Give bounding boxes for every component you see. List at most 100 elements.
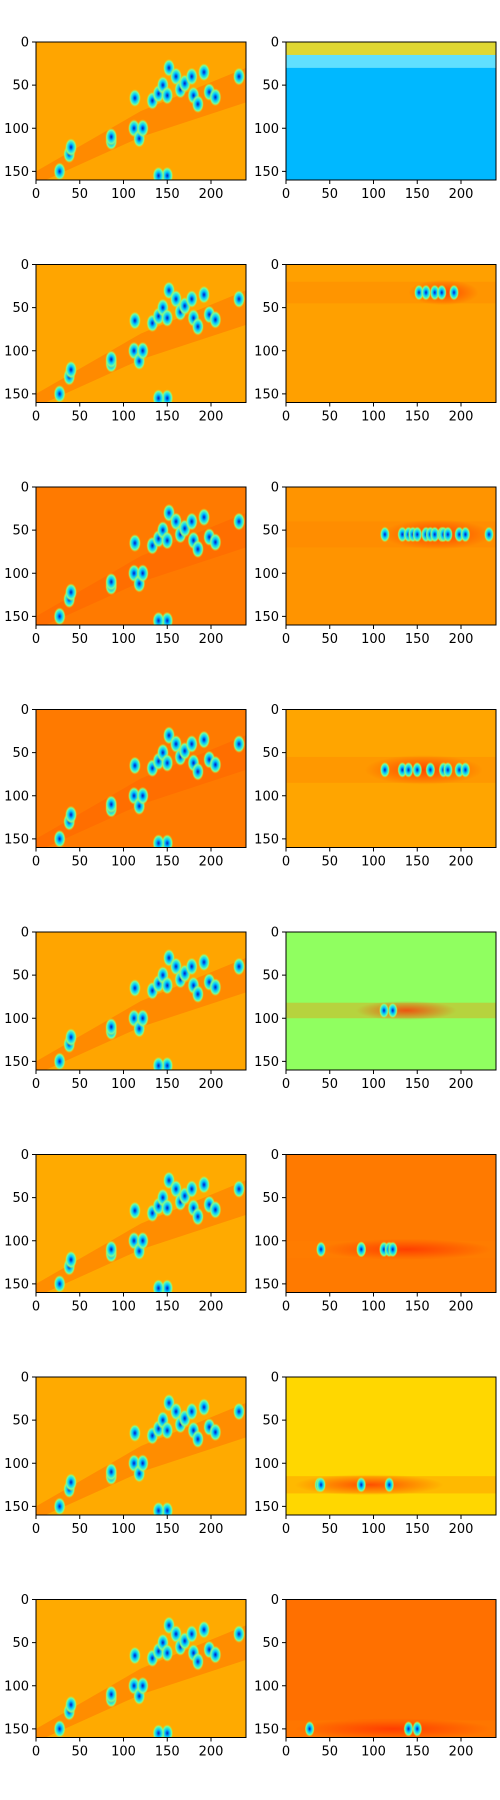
heatmap-blob xyxy=(137,1009,149,1027)
x-tick-label: 200 xyxy=(199,410,224,425)
x-tick-label: 100 xyxy=(111,1300,136,1315)
heatmap-panel-3-left: 0 50 100 150 200050100150 xyxy=(4,481,246,648)
heatmap-blob xyxy=(54,1497,66,1515)
heatmap-blob xyxy=(209,978,221,996)
heatmap-blob xyxy=(54,1052,66,1070)
x-tick-label: 200 xyxy=(199,1745,224,1760)
x-tick-label: 0 xyxy=(282,632,290,647)
x-tick-label: 200 xyxy=(449,187,474,202)
heatmap-blob xyxy=(209,1201,221,1219)
y-tick-label: 150 xyxy=(4,1055,29,1070)
x-tick-label: 50 xyxy=(321,187,338,202)
heatmap-blob xyxy=(161,309,173,327)
x-tick-label: 200 xyxy=(199,855,224,870)
x-tick-label: 50 xyxy=(321,1300,338,1315)
heatmap-blob xyxy=(460,762,470,778)
heatmap-blob xyxy=(186,1403,198,1421)
y-tick-label: 50 xyxy=(262,746,279,761)
x-tick-label: 200 xyxy=(199,1522,224,1537)
heatmap-blob xyxy=(384,1477,394,1493)
heatmap-blob xyxy=(153,1502,165,1520)
heatmap-blob xyxy=(388,1241,398,1257)
heatmap-background xyxy=(286,932,496,1070)
y-tick-label: 150 xyxy=(254,1055,279,1070)
y-tick-label: 150 xyxy=(254,387,279,402)
heatmap-blob xyxy=(65,1473,77,1491)
heatmap-blob xyxy=(412,526,422,542)
x-tick-label: 50 xyxy=(321,1077,338,1092)
x-tick-label: 50 xyxy=(71,1077,88,1092)
y-tick-label: 100 xyxy=(254,1234,279,1249)
y-tick-label: 150 xyxy=(4,832,29,847)
heatmap-blob xyxy=(161,1199,173,1217)
heatmap-blob xyxy=(129,89,141,107)
y-tick-label: 150 xyxy=(254,165,279,180)
heatmap-blob xyxy=(65,583,77,601)
x-tick-label: 100 xyxy=(361,410,386,425)
y-tick-label: 100 xyxy=(254,1012,279,1027)
heatmap-blob xyxy=(186,1625,198,1643)
y-tick-label: 50 xyxy=(262,1191,279,1206)
heatmap-blob xyxy=(198,1398,210,1416)
heatmap-blob xyxy=(198,731,210,749)
heatmap-blob xyxy=(192,763,204,781)
heatmap-blob xyxy=(153,389,165,407)
y-tick-label: 0 xyxy=(21,258,29,273)
y-tick-label: 50 xyxy=(262,1636,279,1651)
heatmap-blob xyxy=(65,1028,77,1046)
x-tick-label: 50 xyxy=(71,855,88,870)
heatmap-blob xyxy=(137,342,149,360)
y-tick-label: 50 xyxy=(262,1414,279,1429)
x-tick-label: 50 xyxy=(321,410,338,425)
heatmap-blob xyxy=(192,540,204,558)
heatmap-blob xyxy=(192,318,204,336)
x-tick-label: 150 xyxy=(155,410,180,425)
heatmap-blob xyxy=(54,1720,66,1738)
y-tick-label: 0 xyxy=(271,926,279,941)
heatmap-blob xyxy=(54,607,66,625)
x-tick-label: 50 xyxy=(71,632,88,647)
heatmap-blob xyxy=(153,834,165,852)
heatmap-panel-3-right: 0 50 100 150 200 0 50 100 150 xyxy=(254,481,496,648)
heatmap-blob xyxy=(421,285,431,301)
x-tick-label: 200 xyxy=(449,1077,474,1092)
x-tick-label: 100 xyxy=(111,855,136,870)
x-tick-label: 150 xyxy=(405,1300,430,1315)
heatmap-blob xyxy=(404,762,414,778)
x-tick-label: 50 xyxy=(71,410,88,425)
heatmap-blob xyxy=(105,128,117,146)
x-tick-label: 50 xyxy=(321,1522,338,1537)
heatmap-blob xyxy=(192,1653,204,1671)
y-tick-label: 100 xyxy=(254,1679,279,1694)
y-tick-label: 100 xyxy=(254,789,279,804)
y-tick-label: 100 xyxy=(4,1234,29,1249)
heatmap-blob xyxy=(65,1696,77,1714)
heatmap-blob xyxy=(54,830,66,848)
heatmap-blob xyxy=(161,976,173,994)
x-tick-label: 0 xyxy=(282,1077,290,1092)
x-tick-label: 100 xyxy=(361,855,386,870)
x-tick-label: 200 xyxy=(449,1300,474,1315)
heatmap-blob xyxy=(198,286,210,304)
y-tick-label: 0 xyxy=(21,1593,29,1608)
heatmap-blob xyxy=(198,953,210,971)
x-tick-label: 0 xyxy=(282,410,290,425)
heatmap-blob xyxy=(425,762,435,778)
heatmap-panel-4-left: 0 50 100 150 200050100150 xyxy=(4,703,246,870)
y-tick-label: 0 xyxy=(21,926,29,941)
heatmap-blob xyxy=(105,350,117,368)
y-tick-label: 50 xyxy=(12,79,29,94)
heatmap-blob xyxy=(233,1625,245,1643)
y-tick-label: 150 xyxy=(254,1722,279,1737)
x-tick-label: 200 xyxy=(449,410,474,425)
heatmap-blob xyxy=(198,63,210,81)
heatmap-panel-5-left: 0 50 100 150 200050100150 xyxy=(4,926,246,1093)
heatmap-blob xyxy=(305,1721,315,1737)
x-tick-label: 100 xyxy=(361,187,386,202)
heatmap-blob xyxy=(105,1463,117,1481)
heatmap-blob xyxy=(54,385,66,403)
heatmap-panel-1-right: 0 50 100 150 200 0 50 100 150 xyxy=(254,36,496,203)
heatmap-blob xyxy=(443,762,453,778)
x-tick-label: 100 xyxy=(111,1522,136,1537)
x-tick-label: 150 xyxy=(405,1077,430,1092)
